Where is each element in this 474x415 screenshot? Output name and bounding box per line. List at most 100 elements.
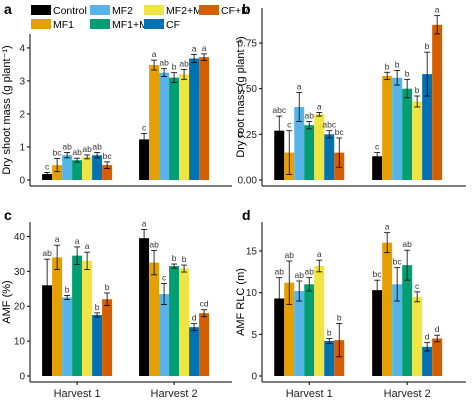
- y-tick-label: 0.75: [238, 39, 258, 50]
- y-tick-label: 0: [19, 372, 25, 383]
- bar: [314, 266, 325, 376]
- bar: [169, 77, 180, 180]
- y-axis-label: AMF (%): [1, 280, 13, 323]
- bar: [324, 341, 335, 376]
- bar: [314, 114, 325, 180]
- significance-letter: b: [172, 62, 177, 72]
- significance-letter: b: [65, 284, 70, 294]
- y-tick-label: 0: [19, 176, 25, 187]
- bar: [324, 134, 335, 180]
- y-tick-label: 0.50: [238, 84, 258, 95]
- significance-letter: bc: [103, 151, 113, 161]
- bar: [62, 297, 73, 376]
- significance-letter: ab: [92, 142, 102, 152]
- significance-letter: c: [287, 120, 292, 130]
- y-tick-label: 10: [14, 337, 26, 348]
- legend-label: MF2: [112, 5, 133, 17]
- y-axis-label: AMF RLC (m): [235, 268, 247, 336]
- significance-letter: b: [385, 61, 390, 71]
- significance-letter: b: [415, 85, 420, 95]
- legend: Control MF2 MF2+M CF+M MF1 MF1+M CF: [31, 5, 250, 31]
- bar: [169, 266, 180, 376]
- bar: [284, 282, 295, 376]
- bar: [82, 260, 93, 376]
- bar: [92, 314, 103, 376]
- bar: [392, 77, 403, 180]
- x-tick-label: Harvest 1: [54, 388, 101, 400]
- bar: [139, 139, 150, 180]
- bar: [42, 285, 53, 376]
- significance-letter: d: [425, 332, 430, 342]
- legend-label: MF2+M: [166, 5, 202, 17]
- bar: [82, 156, 93, 180]
- bar: [72, 255, 83, 376]
- bar: [274, 130, 285, 180]
- bar: [149, 262, 160, 376]
- significance-letter: a: [75, 236, 80, 246]
- panel-label-a: a: [4, 1, 12, 17]
- bar: [304, 125, 315, 180]
- significance-letter: b: [172, 253, 177, 263]
- x-tick-label: Harvest 1: [286, 388, 333, 400]
- y-tick-label: 0: [251, 372, 257, 383]
- bar: [42, 174, 53, 180]
- bar: [412, 101, 423, 180]
- y-tick-label: 5: [251, 330, 257, 341]
- panel-label-d: d: [242, 207, 251, 223]
- significance-letter: b: [105, 282, 110, 292]
- bar: [199, 313, 210, 376]
- significance-letter: c: [162, 273, 167, 283]
- bar: [159, 72, 170, 180]
- significance-letter: bc: [53, 148, 63, 158]
- bar: [149, 65, 160, 180]
- y-tick-label: 40: [14, 232, 26, 243]
- significance-letter: a: [297, 81, 302, 91]
- legend-swatch: [90, 5, 110, 15]
- significance-letter: c: [45, 161, 50, 171]
- significance-letter: b: [327, 328, 332, 338]
- significance-letter: a: [152, 49, 157, 59]
- y-tick-label: 3: [19, 76, 25, 87]
- significance-letter: ab: [149, 239, 159, 249]
- bar: [412, 296, 423, 376]
- bar: [159, 294, 170, 376]
- significance-letter: b: [337, 313, 342, 323]
- significance-letter: ab: [179, 58, 189, 68]
- x-tick-label: Harvest 2: [384, 388, 431, 400]
- bar: [334, 340, 345, 376]
- significance-letter: ab: [275, 267, 285, 277]
- bar: [274, 298, 285, 376]
- bar: [304, 284, 315, 376]
- y-tick-label: 0.25: [238, 130, 258, 141]
- significance-letter: b: [182, 254, 187, 264]
- bar: [72, 160, 83, 180]
- significance-letter: ab: [42, 248, 52, 258]
- significance-letter: b: [95, 302, 100, 312]
- legend-label: MF1+M: [112, 19, 148, 31]
- significance-letter: ab: [305, 267, 315, 277]
- significance-letter: bc: [335, 127, 345, 137]
- significance-letter: a: [385, 222, 390, 232]
- legend-label: CF+M: [221, 5, 250, 17]
- bar: [294, 106, 305, 180]
- y-tick-label: 0.00: [238, 176, 258, 187]
- significance-letter: ab: [72, 147, 82, 157]
- significance-letter: a: [192, 44, 197, 54]
- significance-letter: ab: [295, 270, 305, 280]
- bar: [392, 284, 403, 376]
- legend-label: Control: [53, 5, 87, 17]
- bar: [372, 290, 383, 376]
- panel-label-b: b: [242, 1, 251, 17]
- significance-letter: ab: [305, 111, 315, 121]
- significance-letter: d: [435, 324, 440, 334]
- significance-letter: c: [375, 142, 380, 152]
- panel-label-c: c: [4, 207, 12, 223]
- legend-swatch: [31, 5, 51, 15]
- bar: [52, 165, 63, 180]
- significance-letter: c: [415, 281, 420, 291]
- significance-letter: d: [192, 313, 197, 323]
- bar: [432, 24, 443, 180]
